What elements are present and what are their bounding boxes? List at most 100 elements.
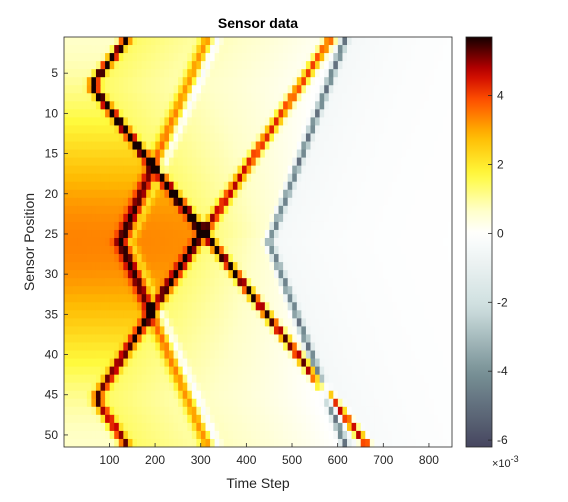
heatmap-cell xyxy=(383,229,389,239)
heatmap-cell xyxy=(109,189,115,199)
heatmap-cell xyxy=(82,157,88,167)
heatmap-cell xyxy=(315,101,321,110)
heatmap-cell xyxy=(369,53,375,62)
heatmap-cell xyxy=(150,318,156,327)
heatmap-cell xyxy=(118,310,124,319)
heatmap-cell xyxy=(305,173,311,183)
heatmap-cell xyxy=(401,366,407,376)
heatmap-cell xyxy=(164,77,170,86)
heatmap-cell xyxy=(200,221,206,231)
heatmap-cell xyxy=(287,237,293,247)
heatmap-cell xyxy=(150,181,156,191)
heatmap-cell xyxy=(351,141,357,150)
heatmap-cell xyxy=(242,398,247,408)
heatmap-cell xyxy=(310,414,316,424)
heatmap-cell xyxy=(324,302,330,311)
heatmap-cell xyxy=(374,302,380,311)
heatmap-cell xyxy=(401,141,407,150)
heatmap-cell xyxy=(173,61,179,70)
heatmap-cell xyxy=(374,205,380,215)
heatmap-cell xyxy=(82,302,88,311)
heatmap-cell xyxy=(283,77,289,86)
heatmap-cell xyxy=(397,205,403,215)
heatmap-cell xyxy=(383,438,389,448)
heatmap-cell xyxy=(305,117,311,126)
heatmap-cell xyxy=(196,93,202,102)
heatmap-cell xyxy=(383,53,389,62)
heatmap-cell xyxy=(360,286,366,295)
heatmap-cell xyxy=(164,294,170,303)
heatmap-cell xyxy=(232,262,238,271)
heatmap-cell xyxy=(324,414,330,424)
heatmap-cell xyxy=(123,61,129,70)
heatmap-cell xyxy=(347,141,352,150)
heatmap-cell xyxy=(150,382,156,392)
heatmap-cell xyxy=(150,69,156,78)
heatmap-cell xyxy=(242,125,247,134)
heatmap-cell xyxy=(159,334,165,343)
heatmap-cell xyxy=(205,149,211,158)
heatmap-cell xyxy=(114,221,120,231)
heatmap-cell xyxy=(292,85,298,94)
heatmap-cell xyxy=(214,414,220,424)
heatmap-cell xyxy=(168,101,174,110)
heatmap-cell xyxy=(146,125,152,134)
heatmap-cell xyxy=(91,374,97,384)
heatmap-cell xyxy=(141,422,147,432)
heatmap-cell xyxy=(237,125,243,134)
heatmap-cell xyxy=(333,358,339,368)
heatmap-cell xyxy=(200,342,206,351)
heatmap-cell xyxy=(123,414,129,424)
heatmap-cell xyxy=(168,350,174,359)
heatmap-cell xyxy=(278,133,284,142)
heatmap-cell xyxy=(273,157,279,167)
heatmap-cell xyxy=(132,101,138,110)
heatmap-cell xyxy=(182,221,188,231)
heatmap-cell xyxy=(187,85,193,94)
heatmap-cell xyxy=(369,278,375,287)
heatmap-cell xyxy=(237,390,243,400)
heatmap-cell xyxy=(95,406,101,416)
heatmap-cell xyxy=(392,77,398,86)
heatmap-cell xyxy=(132,278,138,287)
heatmap-cell xyxy=(283,390,289,400)
heatmap-cell xyxy=(356,109,362,118)
heatmap-cell xyxy=(255,270,261,279)
heatmap-cell xyxy=(178,173,184,183)
heatmap-cell xyxy=(278,390,284,400)
heatmap-cell xyxy=(447,93,453,102)
heatmap-cell xyxy=(191,109,197,118)
heatmap-cell xyxy=(219,205,225,215)
heatmap-cell xyxy=(369,246,375,255)
heatmap-cell xyxy=(269,310,275,319)
heatmap-cell xyxy=(406,286,412,295)
heatmap-cell xyxy=(319,141,325,150)
heatmap-cell xyxy=(191,101,197,110)
heatmap-cell xyxy=(105,270,111,279)
heatmap-cell xyxy=(223,181,229,191)
heatmap-cell xyxy=(347,366,352,376)
heatmap-cell xyxy=(397,237,403,247)
heatmap-cell xyxy=(287,117,293,126)
heatmap-cell xyxy=(232,310,238,319)
heatmap-cell xyxy=(118,61,124,70)
heatmap-cell xyxy=(401,342,407,351)
heatmap-cell xyxy=(438,374,444,384)
heatmap-cell xyxy=(438,181,444,191)
heatmap-cell xyxy=(305,237,311,247)
heatmap-cell xyxy=(196,117,202,126)
heatmap-cell xyxy=(237,101,243,110)
heatmap-cell xyxy=(132,61,138,70)
heatmap-cell xyxy=(137,334,142,343)
heatmap-cell xyxy=(406,390,412,400)
heatmap-cell xyxy=(369,133,375,142)
heatmap-cell xyxy=(95,398,101,408)
heatmap-cell xyxy=(187,342,193,351)
heatmap-cell xyxy=(447,310,453,319)
heatmap-cell xyxy=(251,254,257,263)
heatmap-cell xyxy=(429,77,435,86)
heatmap-cell xyxy=(82,213,88,223)
heatmap-cell xyxy=(333,326,339,335)
heatmap-cell xyxy=(365,358,371,368)
heatmap-cell xyxy=(292,334,298,343)
